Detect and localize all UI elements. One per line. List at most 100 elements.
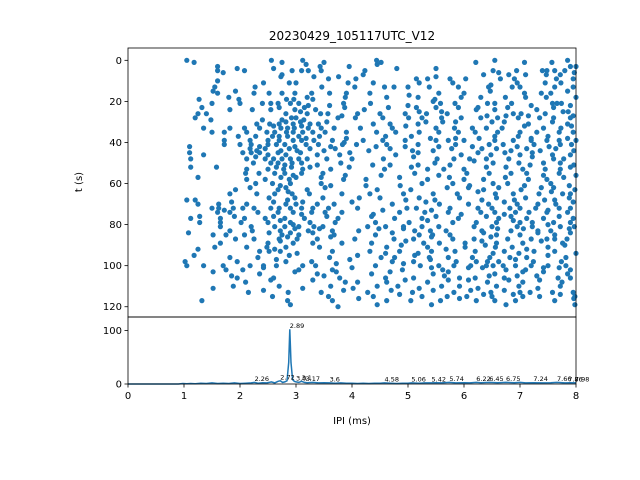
spike-point bbox=[201, 152, 207, 158]
spike-point bbox=[473, 107, 479, 113]
spike-point bbox=[391, 236, 397, 242]
spike-point bbox=[272, 170, 278, 176]
spike-point bbox=[428, 234, 435, 240]
spike-point bbox=[215, 78, 221, 84]
spike-point bbox=[517, 84, 523, 90]
spike-point bbox=[290, 129, 296, 135]
spike-point bbox=[265, 137, 271, 143]
spike-point bbox=[278, 74, 284, 80]
spike-point bbox=[317, 63, 323, 70]
spike-point bbox=[511, 197, 517, 203]
spike-point bbox=[276, 205, 282, 211]
spike-point bbox=[415, 141, 421, 148]
spike-point bbox=[370, 121, 376, 127]
spike-point bbox=[400, 191, 407, 197]
spike-point bbox=[444, 185, 450, 191]
spike-point bbox=[257, 271, 263, 277]
spike-point bbox=[247, 263, 253, 269]
spike-point bbox=[506, 277, 512, 283]
spike-point bbox=[356, 195, 362, 201]
spike-point bbox=[389, 201, 395, 207]
spike-point bbox=[540, 125, 547, 131]
spike-point bbox=[571, 148, 577, 154]
spike-point bbox=[272, 224, 278, 230]
spike-point bbox=[329, 298, 335, 304]
spike-point bbox=[502, 174, 508, 180]
spike-point bbox=[339, 209, 345, 215]
spike-point bbox=[528, 263, 534, 269]
spike-point bbox=[236, 96, 242, 102]
spike-point bbox=[512, 209, 519, 215]
spike-point bbox=[538, 90, 544, 96]
spike-point bbox=[232, 187, 239, 193]
spike-point bbox=[413, 205, 419, 211]
raster-y-tick-label: 40 bbox=[109, 138, 122, 149]
spike-point bbox=[545, 244, 551, 250]
spike-point bbox=[436, 224, 442, 230]
spike-point bbox=[341, 176, 347, 182]
spike-point bbox=[293, 80, 299, 86]
spike-point bbox=[199, 104, 205, 111]
spike-point bbox=[299, 205, 305, 211]
spike-point bbox=[483, 213, 489, 219]
spike-point bbox=[266, 248, 272, 254]
spike-point bbox=[251, 205, 257, 211]
spike-point bbox=[195, 246, 201, 252]
spike-point bbox=[486, 273, 492, 279]
spike-point bbox=[184, 197, 190, 203]
spike-point bbox=[439, 109, 445, 115]
peak-label: 3.0 bbox=[296, 374, 306, 382]
spike-point bbox=[215, 68, 221, 74]
spike-point bbox=[362, 68, 368, 74]
spike-point bbox=[257, 144, 263, 150]
spike-point bbox=[349, 156, 355, 162]
spike-point bbox=[478, 94, 484, 100]
spike-point bbox=[461, 166, 467, 172]
spike-point bbox=[456, 295, 463, 302]
peak-label: 5.74 bbox=[449, 375, 463, 383]
raster-y-ticks: 0 20 40 60 80 100 120 bbox=[103, 56, 128, 313]
spike-point bbox=[479, 265, 486, 271]
spike-point bbox=[443, 228, 449, 234]
spike-point bbox=[511, 76, 517, 82]
spike-point bbox=[296, 133, 302, 139]
spike-point bbox=[462, 240, 468, 246]
spike-point bbox=[521, 123, 528, 129]
spike-point bbox=[296, 224, 302, 230]
spike-point bbox=[543, 94, 549, 100]
spike-point bbox=[234, 65, 240, 72]
spike-point bbox=[567, 267, 574, 273]
spike-point bbox=[496, 215, 502, 221]
spike-point bbox=[508, 148, 514, 154]
ipi-x-tick-label: 0 bbox=[125, 391, 131, 402]
spike-point bbox=[475, 189, 481, 195]
spike-point bbox=[248, 224, 254, 230]
spike-point bbox=[492, 57, 498, 63]
spike-point bbox=[441, 166, 447, 172]
spike-point bbox=[255, 254, 261, 261]
spike-point bbox=[266, 195, 272, 201]
spike-point bbox=[320, 195, 326, 201]
spike-point bbox=[286, 252, 292, 258]
spike-point bbox=[337, 275, 343, 281]
spike-point bbox=[292, 107, 298, 113]
spike-point bbox=[552, 236, 558, 242]
spike-point bbox=[273, 263, 279, 269]
spike-point bbox=[415, 150, 421, 156]
spike-point bbox=[415, 94, 421, 100]
spike-point bbox=[306, 191, 312, 197]
spike-point bbox=[537, 293, 543, 300]
spike-point bbox=[425, 76, 431, 82]
spike-point bbox=[568, 141, 575, 148]
spike-point bbox=[537, 115, 543, 121]
spike-point bbox=[552, 197, 558, 203]
spike-point bbox=[395, 283, 401, 289]
spike-point bbox=[275, 160, 281, 166]
spike-point bbox=[215, 90, 221, 96]
spike-point bbox=[447, 232, 453, 238]
spike-point bbox=[392, 254, 398, 261]
spike-point bbox=[487, 254, 493, 261]
spike-point bbox=[472, 248, 478, 254]
spike-point bbox=[444, 293, 450, 300]
spike-point bbox=[556, 129, 562, 135]
